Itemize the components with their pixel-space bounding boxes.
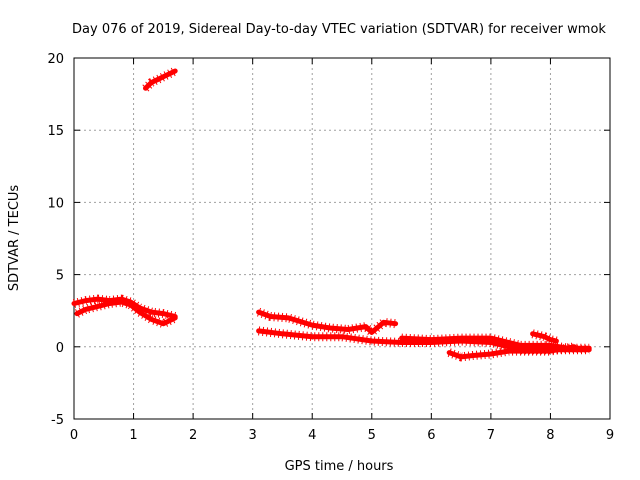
plot-frame (73, 57, 611, 420)
x-tick-label: 6 (427, 428, 435, 443)
grid-lines (74, 58, 610, 419)
y-tick-label: 20 (47, 52, 64, 67)
y-axis-ticks: -5 0 5 10 15 20 (47, 52, 610, 428)
series-line-segment-5 (446, 344, 577, 360)
series-crosses-segment-1-upper (72, 294, 177, 321)
y-tick-label: 5 (56, 269, 64, 284)
y-axis-label: SDTVAR / TECUs (7, 185, 22, 292)
y-tick-label: -5 (51, 413, 64, 428)
x-tick-label: 3 (249, 428, 257, 443)
x-tick-label: 2 (189, 428, 197, 443)
series-crosses-segment-1-lower (75, 297, 178, 329)
y-tick-label: 0 (56, 341, 64, 356)
x-tick-label: 5 (368, 428, 376, 443)
series-line-segment-3-upper (256, 309, 399, 335)
x-axis-ticks: 0 1 2 3 4 5 6 7 8 9 (70, 58, 614, 443)
x-tick-label: 8 (546, 428, 554, 443)
x-tick-label: 9 (606, 428, 614, 443)
chart-title: Day 076 of 2019, Sidereal Day-to-day VTE… (72, 22, 606, 37)
x-tick-label: 0 (70, 428, 78, 443)
x-tick-label: 1 (129, 428, 137, 443)
series-line-segment-2 (143, 68, 178, 91)
y-tick-label: 10 (47, 196, 64, 211)
x-tick-label: 7 (487, 428, 495, 443)
y-tick-label: 15 (47, 124, 64, 139)
series-crosses-segment-6 (531, 329, 558, 346)
x-axis-label: GPS time / hours (285, 459, 394, 474)
data-series (71, 66, 592, 362)
x-tick-label: 4 (308, 428, 316, 443)
